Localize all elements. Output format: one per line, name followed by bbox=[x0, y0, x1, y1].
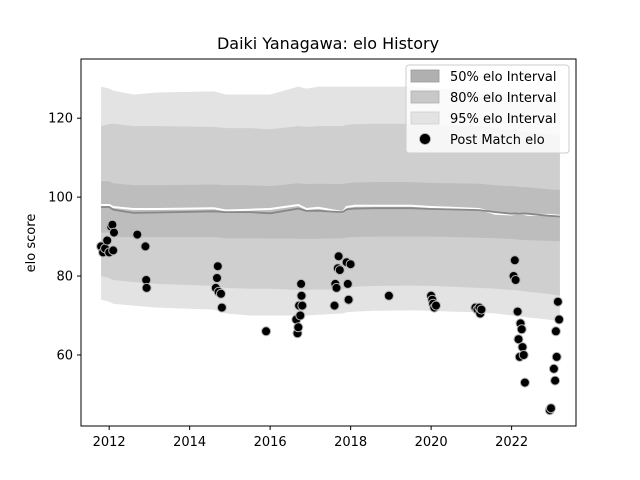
post-match-point-25 bbox=[296, 278, 307, 289]
upper-estimate-line bbox=[101, 203, 560, 217]
post-match-point-17 bbox=[216, 288, 226, 299]
post-match-point-59 bbox=[519, 377, 530, 388]
post-match-point-43 bbox=[431, 300, 441, 311]
y-axis-label: elo score bbox=[24, 214, 39, 273]
post-match-point-48 bbox=[476, 304, 487, 315]
post-match-point-38 bbox=[383, 290, 394, 301]
post-match-point-9 bbox=[132, 229, 143, 240]
mean-elo-line bbox=[101, 206, 560, 218]
chart-title: Daiki Yanagawa: elo History bbox=[217, 34, 439, 53]
x-tick-label-2012: 2012 bbox=[93, 435, 126, 450]
x-tick-label-2014: 2014 bbox=[173, 435, 206, 450]
post-match-point-52 bbox=[512, 306, 523, 317]
post-match-point-66 bbox=[552, 296, 563, 307]
post-match-point-35 bbox=[342, 278, 353, 289]
post-match-point-64 bbox=[550, 326, 561, 337]
axes-frame bbox=[80, 58, 577, 427]
legend-label-post-match: Post Match elo bbox=[450, 133, 545, 148]
x-tick-label-2016: 2016 bbox=[254, 435, 287, 450]
x-tick-label-2018: 2018 bbox=[334, 435, 367, 450]
post-match-point-56 bbox=[516, 324, 527, 335]
post-match-point-27 bbox=[297, 300, 308, 311]
post-match-point-33 bbox=[334, 265, 345, 276]
x-tick-label-2020: 2020 bbox=[415, 435, 448, 450]
post-match-point-67 bbox=[554, 314, 565, 325]
legend-label-50: 50% elo Interval bbox=[450, 70, 557, 85]
y-tick-label-80: 80 bbox=[56, 270, 73, 285]
post-match-point-19 bbox=[261, 326, 272, 337]
post-match-point-51 bbox=[510, 275, 521, 285]
y-tick-label-60: 60 bbox=[56, 348, 73, 363]
post-match-point-50 bbox=[509, 255, 520, 266]
axis-ticks: 2012 2014 2016 2018 2020 2022 60 80 100 120 bbox=[48, 112, 528, 450]
post-match-point-32 bbox=[333, 251, 344, 262]
post-match-point-30 bbox=[331, 282, 342, 293]
post-match-points bbox=[96, 219, 565, 416]
post-match-point-18 bbox=[216, 302, 227, 313]
x-tick-label-2022: 2022 bbox=[495, 435, 528, 450]
post-match-point-8 bbox=[109, 227, 119, 238]
post-match-point-63 bbox=[550, 375, 561, 386]
post-match-point-22 bbox=[293, 322, 304, 333]
legend: 50% elo Interval 80% elo Interval 95% el… bbox=[405, 64, 570, 154]
post-match-point-26 bbox=[296, 290, 307, 301]
post-match-point-65 bbox=[551, 351, 562, 362]
post-match-point-24 bbox=[295, 310, 306, 321]
post-match-point-28 bbox=[329, 300, 340, 311]
post-match-point-58 bbox=[518, 350, 529, 360]
post-match-point-15 bbox=[212, 261, 223, 272]
post-match-point-10 bbox=[140, 241, 151, 252]
post-match-point-12 bbox=[141, 282, 152, 293]
y-tick-label-120: 120 bbox=[48, 112, 73, 127]
post-match-point-3 bbox=[102, 235, 113, 246]
legend-frame bbox=[405, 64, 570, 154]
post-match-point-36 bbox=[343, 294, 354, 305]
legend-swatch-80 bbox=[410, 90, 440, 104]
legend-swatch-95 bbox=[410, 111, 440, 125]
post-match-point-14 bbox=[212, 273, 222, 283]
legend-label-80: 80% elo Interval bbox=[450, 91, 557, 106]
legend-marker-post-match bbox=[419, 133, 431, 145]
post-match-point-61 bbox=[546, 403, 556, 414]
legend-swatch-50 bbox=[410, 69, 440, 83]
post-match-point-53 bbox=[513, 334, 524, 345]
legend-label-95: 95% elo Interval bbox=[450, 112, 557, 127]
post-match-point-37 bbox=[345, 259, 356, 270]
y-tick-label-100: 100 bbox=[48, 191, 73, 206]
post-match-point-7 bbox=[108, 245, 119, 256]
post-match-point-62 bbox=[548, 363, 559, 374]
